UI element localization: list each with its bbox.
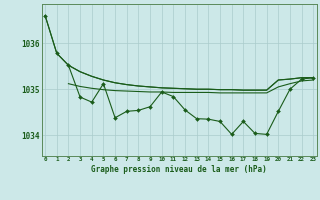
X-axis label: Graphe pression niveau de la mer (hPa): Graphe pression niveau de la mer (hPa) (91, 165, 267, 174)
